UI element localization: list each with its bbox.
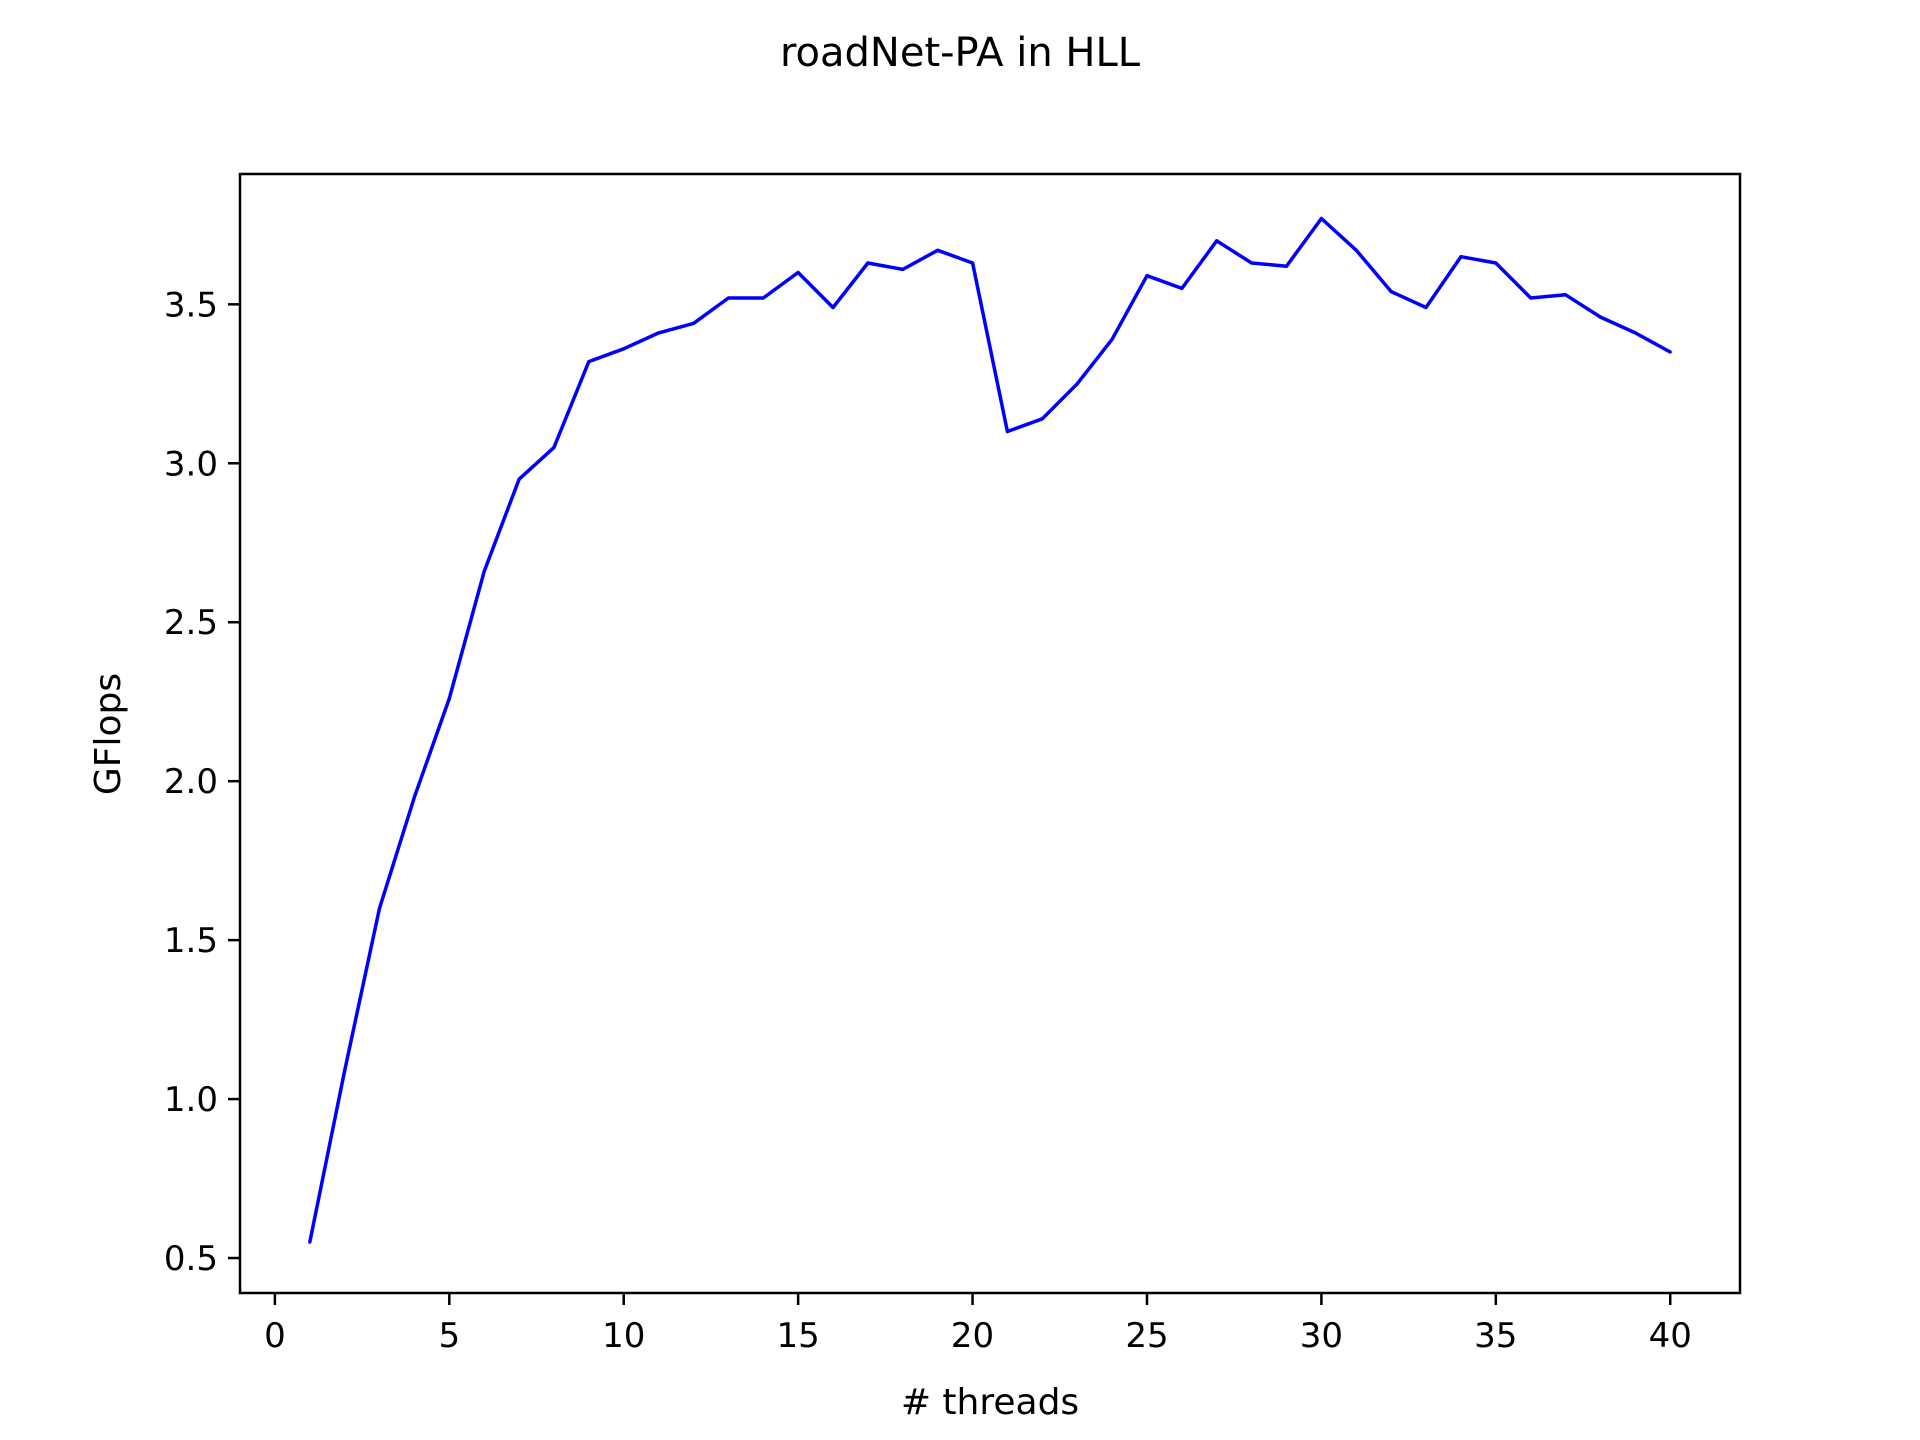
y-axis-label: GFlops (88, 673, 129, 795)
data-point (970, 261, 975, 265)
y-tick-label: 2.5 (164, 603, 218, 643)
y-tick-label: 3.0 (164, 444, 218, 484)
data-point (1145, 274, 1149, 278)
x-tick-label: 30 (1300, 1316, 1343, 1356)
data-point (936, 248, 940, 252)
series-line (308, 216, 1672, 1243)
data-point (1005, 429, 1010, 434)
data-point (831, 305, 835, 310)
data-point (1040, 417, 1044, 421)
series-layer (308, 216, 1672, 1244)
data-point (1633, 331, 1637, 335)
x-tick-label: 5 (438, 1316, 460, 1356)
data-point (1598, 315, 1603, 319)
data-point (482, 569, 486, 573)
y-tick-label: 3.5 (164, 285, 218, 325)
data-point (1284, 264, 1289, 268)
x-tick-label: 40 (1649, 1316, 1692, 1356)
data-point (1668, 350, 1672, 354)
x-axis-label: # threads (901, 1382, 1079, 1423)
data-point (552, 445, 556, 449)
data-point (1424, 305, 1428, 310)
data-point (377, 906, 382, 910)
y-tick-label: 1.5 (164, 921, 218, 961)
data-point (866, 261, 870, 265)
y-axis-ticks: 0.5 1.0 1.5 2.0 2.5 3.0 3.5 (164, 285, 240, 1279)
x-tick-label: 35 (1474, 1316, 1517, 1356)
data-point (901, 267, 905, 271)
data-point (1529, 296, 1533, 300)
data-point (447, 696, 451, 701)
data-point (796, 270, 800, 275)
data-point (1319, 216, 1323, 221)
data-point (657, 331, 661, 335)
data-point (1389, 290, 1393, 294)
y-tick-label: 1.0 (164, 1080, 218, 1120)
data-point (1250, 261, 1254, 265)
x-tick-label: 25 (1125, 1316, 1168, 1356)
data-point (1215, 239, 1219, 243)
x-tick-label: 15 (777, 1316, 820, 1356)
x-tick-label: 0 (264, 1316, 286, 1356)
data-point (308, 1240, 312, 1244)
data-point (587, 359, 591, 364)
data-point (1075, 382, 1079, 386)
data-point (1110, 337, 1114, 341)
y-tick-label: 0.5 (164, 1239, 218, 1279)
data-point (622, 347, 626, 351)
data-point (412, 795, 417, 799)
data-point (1563, 293, 1568, 297)
chart-title: roadNet-PA in HLL (780, 30, 1141, 76)
data-point (1494, 261, 1498, 265)
y-tick-label: 2.0 (164, 762, 218, 802)
data-point (517, 477, 521, 481)
data-point (1180, 286, 1184, 291)
data-point (726, 296, 730, 300)
data-point (343, 1068, 347, 1073)
data-point (691, 321, 696, 326)
x-tick-label: 10 (602, 1316, 645, 1356)
x-axis-ticks: 0 5 10 15 20 25 30 35 40 (264, 1293, 1692, 1356)
x-tick-label: 20 (951, 1316, 994, 1356)
data-point (1459, 255, 1463, 259)
plot-area-frame (238, 172, 1742, 1295)
data-point (1354, 248, 1358, 252)
data-point (761, 296, 765, 300)
